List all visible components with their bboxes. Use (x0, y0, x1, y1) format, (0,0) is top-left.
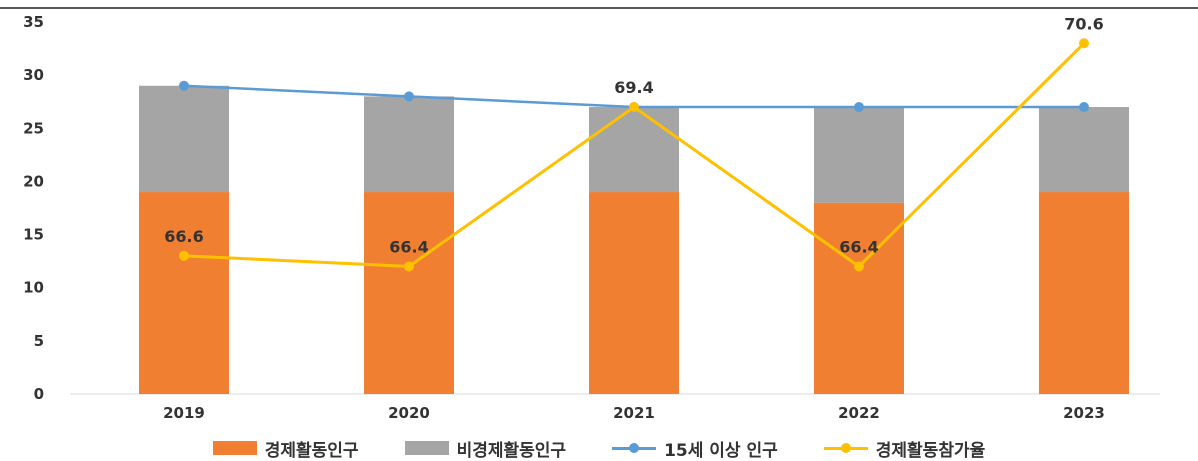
y-tick-label: 0 (34, 385, 44, 403)
y-tick-label: 30 (23, 66, 44, 84)
bar-non-economically-active (139, 85, 229, 193)
point-participation-rate (854, 261, 864, 272)
legend-swatch-participation-rate (823, 441, 868, 455)
bar-non-economically-active (364, 96, 454, 193)
legend-item-non-economically-active: 비경제활동인구 (404, 436, 567, 461)
legend-swatch-economically-active (212, 441, 257, 455)
x-tick-label: 2019 (163, 404, 205, 422)
point-participation-rate (629, 102, 639, 113)
data-label-participation-rate: 70.6 (1064, 14, 1103, 33)
point-participation-rate (1079, 38, 1089, 49)
point-participation-rate (404, 261, 414, 272)
y-tick-label: 20 (23, 172, 44, 190)
bar-economically-active (139, 192, 229, 394)
legend-swatch-population-15-plus (612, 441, 657, 455)
legend-label-economically-active: 경제활동인구 (264, 440, 359, 461)
point-population-15-plus (854, 102, 864, 113)
legend-item-population-15-plus: 15세 이상 인구 (612, 436, 778, 461)
legend-swatch-non-economically-active (404, 441, 449, 455)
legend-label-population-15-plus: 15세 이상 인구 (664, 440, 778, 461)
bar-economically-active (814, 202, 904, 394)
bar-non-economically-active (1039, 107, 1129, 193)
data-label-participation-rate: 69.4 (614, 78, 653, 97)
bar-economically-active (1039, 192, 1129, 394)
legend-item-economically-active: 경제활동인구 (212, 436, 359, 461)
point-population-15-plus (1079, 102, 1089, 113)
bar-non-economically-active (814, 107, 904, 203)
point-participation-rate (179, 250, 189, 261)
x-tick-label: 2022 (838, 404, 880, 422)
data-label-participation-rate: 66.6 (164, 227, 203, 246)
y-tick-label: 15 (23, 226, 44, 244)
x-tick-label: 2023 (1063, 404, 1105, 422)
x-tick-label: 2020 (388, 404, 430, 422)
point-population-15-plus (179, 80, 189, 91)
legend-item-participation-rate: 경제활동참가율 (823, 436, 986, 461)
bar-non-economically-active (589, 107, 679, 193)
bar-economically-active (364, 192, 454, 394)
y-tick-label: 10 (23, 279, 44, 297)
data-label-participation-rate: 66.4 (389, 237, 428, 256)
y-tick-label: 25 (23, 119, 44, 137)
y-tick-label: 35 (23, 13, 44, 31)
legend-label-non-economically-active: 비경제활동인구 (456, 440, 567, 461)
legend-label-participation-rate: 경제활동참가율 (875, 440, 986, 461)
y-tick-label: 5 (34, 332, 44, 350)
point-population-15-plus (404, 91, 414, 102)
x-tick-label: 2021 (613, 404, 655, 422)
bar-economically-active (589, 192, 679, 394)
legend: 경제활동인구 비경제활동인구 15세 이상 인구 경제활동참가율 (0, 436, 1198, 461)
chart-plot: 0 5 10 15 20 25 30 35 2019 2020 2021 2022 2023 66.6 66… (0, 7, 1198, 422)
data-label-participation-rate: 66.4 (839, 237, 878, 256)
